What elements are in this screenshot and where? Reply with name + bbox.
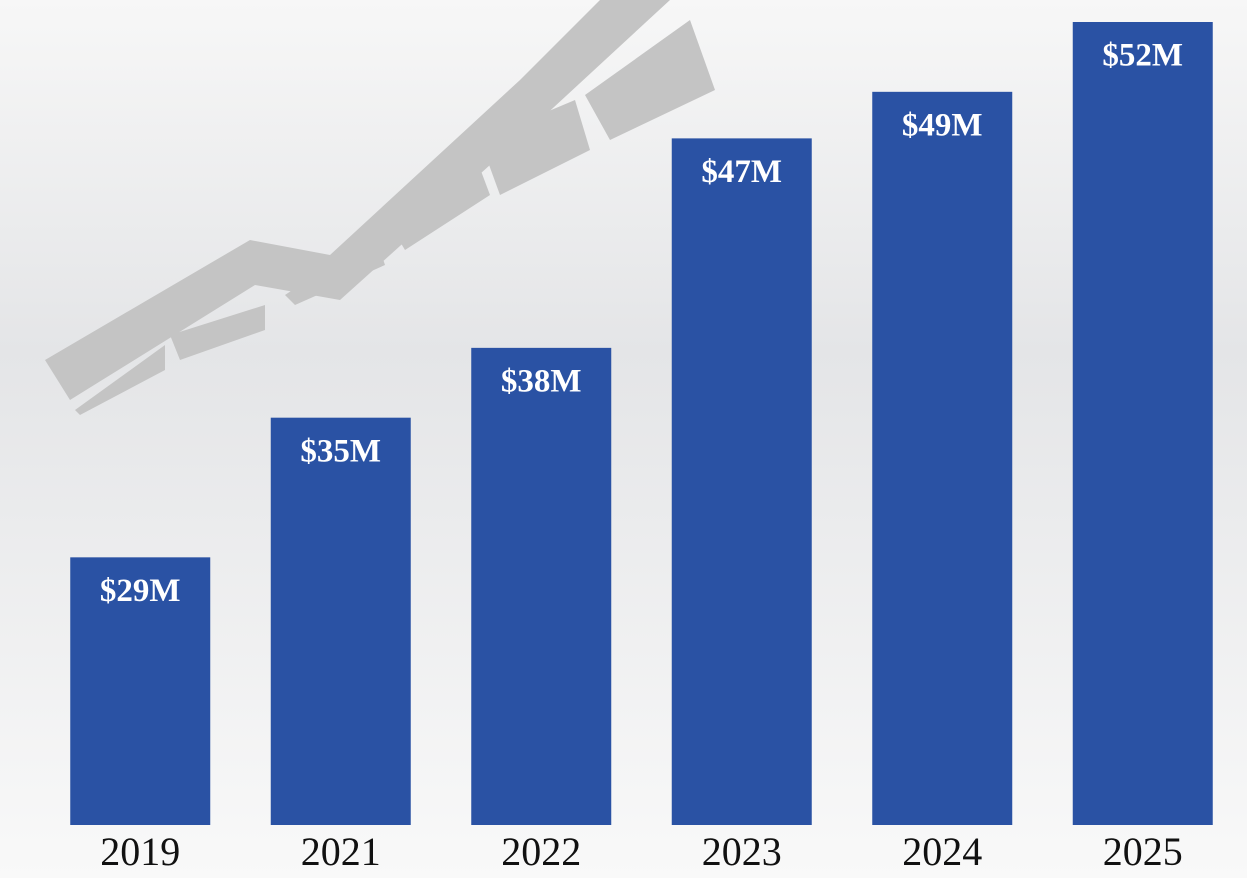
value-label: $38M xyxy=(501,363,582,399)
bar xyxy=(1072,22,1213,825)
bar xyxy=(270,417,411,825)
x-tick-label: 2019 xyxy=(100,829,180,874)
x-tick-label: 2022 xyxy=(501,829,581,874)
x-tick-label: 2021 xyxy=(301,829,381,874)
x-tick-label: 2025 xyxy=(1103,829,1183,874)
value-label: $29M xyxy=(100,573,181,609)
decorative-arrow xyxy=(45,0,715,415)
value-label: $47M xyxy=(701,154,782,190)
value-label: $49M xyxy=(902,107,983,143)
value-label: $52M xyxy=(1102,38,1183,74)
bar xyxy=(671,138,812,825)
bar xyxy=(872,91,1013,825)
bar xyxy=(70,557,211,825)
x-tick-label: 2023 xyxy=(702,829,782,874)
bar xyxy=(471,347,612,825)
value-label: $35M xyxy=(300,433,381,469)
x-tick-label: 2024 xyxy=(902,829,982,874)
